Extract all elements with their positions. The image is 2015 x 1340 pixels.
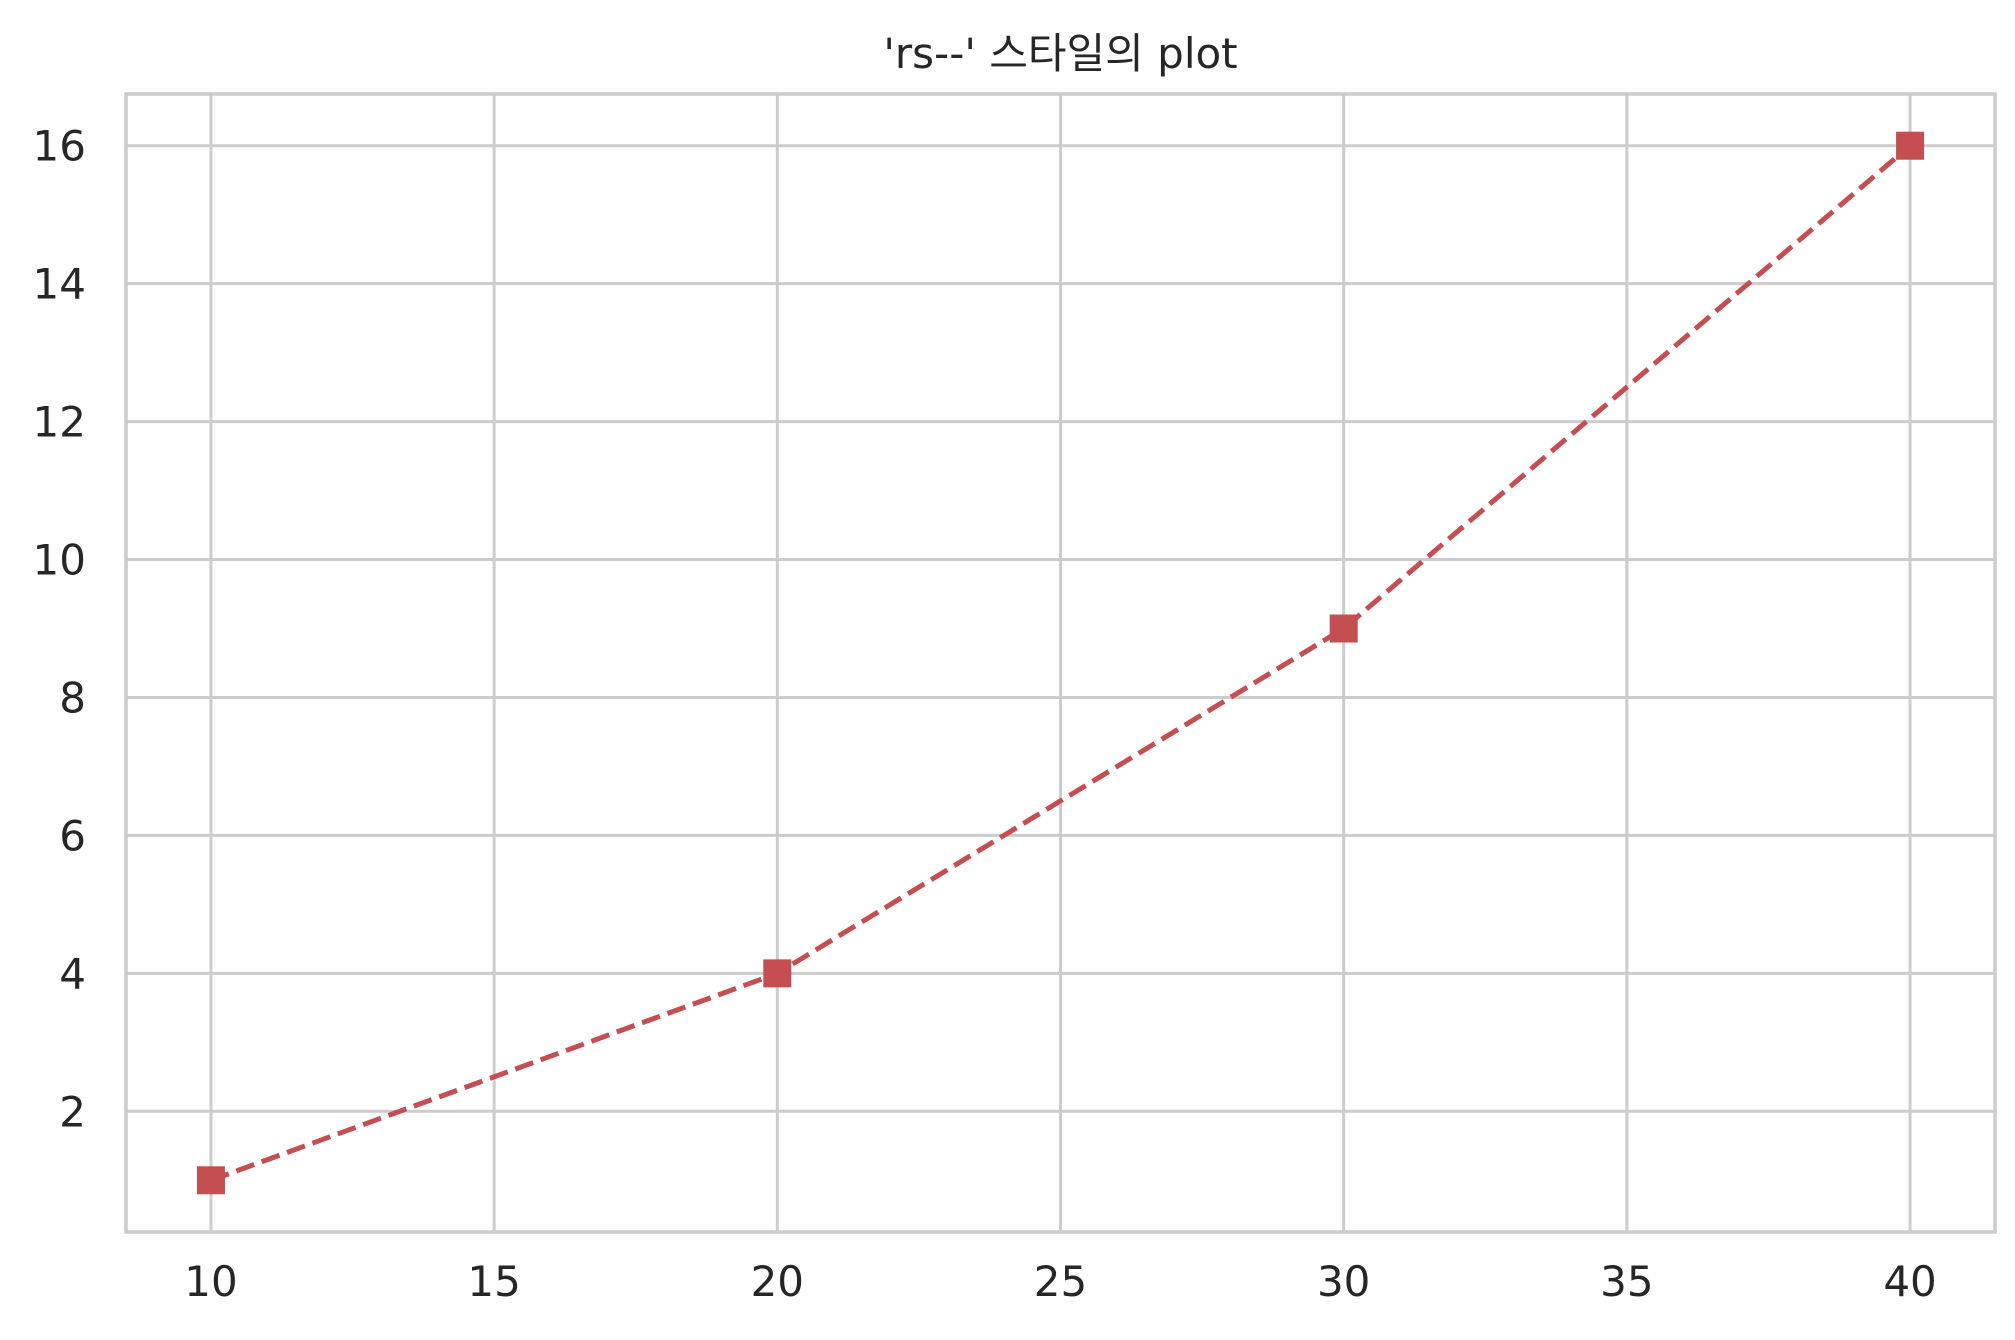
y-tick-label: 10 <box>33 536 86 585</box>
y-tick-labels: 2 4 6 8 10 12 14 16 <box>33 122 86 1137</box>
series-line <box>210 143 1912 1183</box>
data-point-marker <box>763 959 792 988</box>
data-point-marker <box>196 1166 225 1195</box>
x-tick-label: 35 <box>1600 1257 1653 1306</box>
y-tick-label: 12 <box>33 398 86 447</box>
y-tick-label: 4 <box>59 949 86 998</box>
grid-lines <box>126 94 1995 1232</box>
x-tick-label: 30 <box>1317 1257 1370 1306</box>
axes-frame <box>124 92 1997 1234</box>
y-tick-label: 14 <box>33 260 86 309</box>
data-point-marker <box>1896 131 1925 160</box>
x-tick-label: 20 <box>751 1257 804 1306</box>
y-tick-label: 8 <box>59 673 86 722</box>
x-tick-labels: 10 15 20 25 30 35 40 <box>184 1257 1937 1306</box>
x-tick-label: 25 <box>1034 1257 1087 1306</box>
y-tick-label: 16 <box>33 122 86 171</box>
data-point-marker <box>1329 614 1358 643</box>
x-tick-label: 40 <box>1883 1257 1936 1306</box>
x-tick-label: 10 <box>184 1257 237 1306</box>
y-tick-label: 6 <box>59 811 86 860</box>
y-tick-label: 2 <box>59 1087 86 1136</box>
chart-title: 'rs--' 스타일의 plot <box>883 29 1237 78</box>
series-layer <box>196 131 1925 1195</box>
x-tick-label: 15 <box>467 1257 520 1306</box>
